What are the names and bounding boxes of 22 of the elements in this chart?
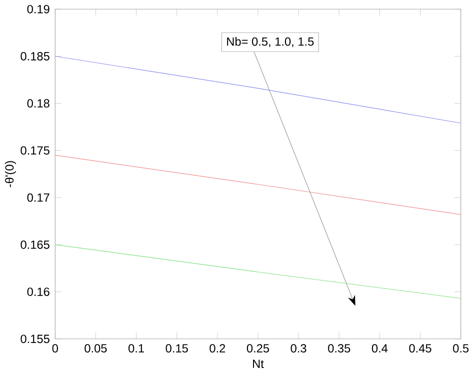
y-tick-label: 0.18 xyxy=(27,99,50,108)
y-axis-title: -θ'(0) xyxy=(4,161,16,188)
x-tick-label: 0.1 xyxy=(128,344,144,353)
y-tick-label: 0.185 xyxy=(20,52,50,60)
x-tick-label: 0.4 xyxy=(372,344,388,353)
x-tick-label: 0.25 xyxy=(246,344,270,353)
x-tick-label: 0.5 xyxy=(453,344,469,353)
x-tick-label: 0.15 xyxy=(166,344,188,353)
y-tick-label: 0.155 xyxy=(20,334,50,344)
x-tick-label: 0.2 xyxy=(210,344,226,353)
annotation: Nb= 0.5, 1.0, 1.5 xyxy=(227,37,314,48)
x-axis-title: Nt xyxy=(253,360,264,368)
x-tick-label: 0.05 xyxy=(84,344,107,353)
x-tick-label: 0.3 xyxy=(290,344,306,353)
y-tick-label: 0.19 xyxy=(27,4,50,14)
y-tick-label: 0.17 xyxy=(27,193,50,202)
y-tick-label: 0.16 xyxy=(27,288,50,296)
x-tick-label: 0.45 xyxy=(409,344,432,353)
y-tick-label: 0.165 xyxy=(20,240,50,249)
x-tick-label: 0.35 xyxy=(328,344,350,353)
y-tick-label: 0.175 xyxy=(20,146,50,155)
x-tick-label: 0 xyxy=(52,344,58,353)
